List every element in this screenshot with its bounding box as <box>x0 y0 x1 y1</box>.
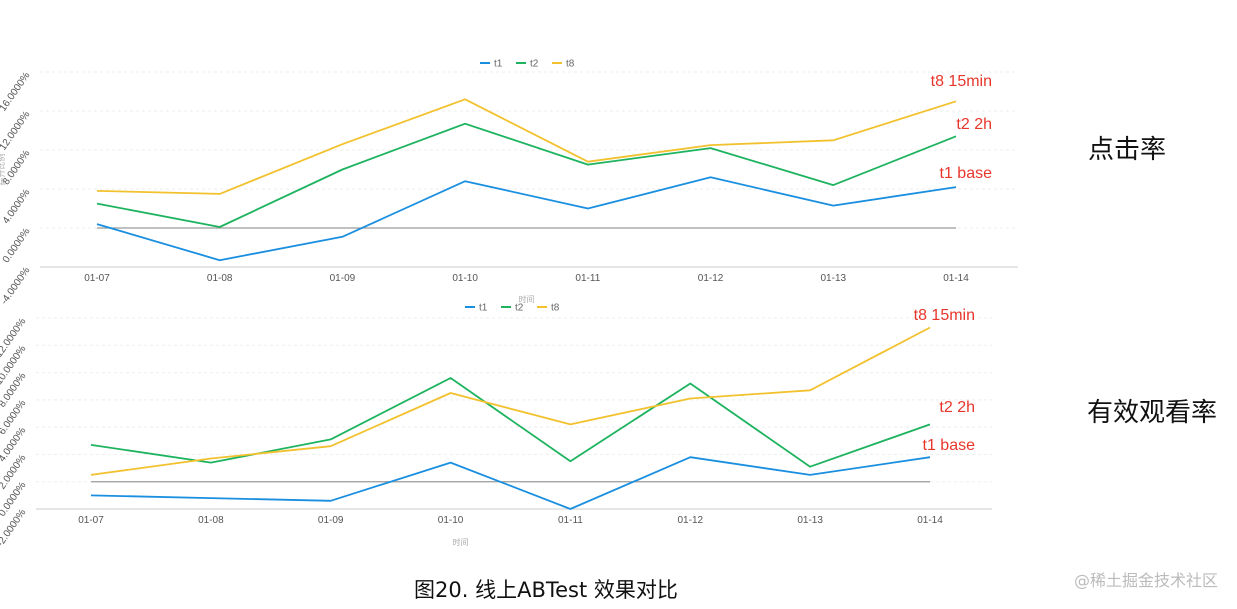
series-line-t8 <box>90 326 931 476</box>
click-rate-annotations: t1 base t2 2h t8 15min <box>931 73 992 182</box>
watermark: @稀土掘金技术社区 <box>1074 571 1218 590</box>
annotation-t1: t1 base <box>940 165 993 182</box>
annotation-t8: t8 15min <box>931 73 992 90</box>
x-tick-label: 01-12 <box>698 273 724 284</box>
x-tick-label: 01-14 <box>917 515 943 526</box>
valid-view-rate-annotations: t1 base t2 2h t8 15min <box>914 307 975 454</box>
x-axis-title: 时间 <box>453 537 469 547</box>
annotation-t1: t1 base <box>923 437 976 454</box>
valid-view-rate-axes: -2.0000%0.0000%2.0000%4.0000%6.0000%8.00… <box>0 316 943 548</box>
x-tick-label: 01-07 <box>84 273 110 284</box>
series-line-t2 <box>90 377 931 468</box>
legend-label-t1: t1 <box>494 59 503 70</box>
x-tick-label: 01-10 <box>438 515 464 526</box>
y-axis-title: 提升比例 <box>0 154 6 186</box>
legend-label-t8: t8 <box>551 303 560 314</box>
legend-label-t2: t2 <box>515 303 524 314</box>
valid-view-rate-side-label: 有效观看率 <box>1087 398 1217 428</box>
click-rate-series <box>96 98 957 262</box>
valid-view-rate-chart: -2.0000%0.0000%2.0000%4.0000%6.0000%8.00… <box>0 303 992 549</box>
valid-view-rate-legend: t1 t2 t8 <box>465 303 560 314</box>
x-tick-label: 01-10 <box>452 273 478 284</box>
y-tick-label: -4.0000% <box>0 265 33 306</box>
x-tick-label: 01-14 <box>943 273 969 284</box>
x-tick-label: 01-11 <box>575 273 600 284</box>
x-tick-label: 01-08 <box>198 515 224 526</box>
valid-view-rate-gridlines <box>36 317 992 510</box>
series-line-t2 <box>96 122 957 228</box>
series-line-t1 <box>96 176 957 262</box>
legend-label-t8: t8 <box>566 59 575 70</box>
valid-view-rate-series <box>90 326 931 510</box>
series-line-t1 <box>90 456 931 510</box>
annotation-t2: t2 2h <box>956 116 992 133</box>
x-tick-label: 01-09 <box>318 515 344 526</box>
legend-label-t1: t1 <box>479 303 488 314</box>
annotation-t8: t8 15min <box>914 307 975 324</box>
x-axis-title: 时间 <box>519 294 535 304</box>
legend-label-t2: t2 <box>530 59 539 70</box>
annotation-t2: t2 2h <box>939 399 975 416</box>
x-tick-label: 01-13 <box>797 515 823 526</box>
series-line-t8 <box>96 98 957 195</box>
y-tick-label: 0.0000% <box>1 226 33 265</box>
y-tick-label: 16.0000% <box>0 70 33 113</box>
x-tick-label: 01-13 <box>820 273 846 284</box>
y-tick-label: 12.0000% <box>0 109 33 152</box>
x-tick-label: 01-09 <box>330 273 356 284</box>
figure-caption: 图20. 线上ABTest 效果对比 <box>414 578 678 602</box>
x-tick-label: 01-08 <box>207 273 233 284</box>
x-tick-label: 01-07 <box>78 515 104 526</box>
x-tick-label: 01-12 <box>677 515 703 526</box>
x-tick-label: 01-11 <box>558 515 583 526</box>
click-rate-chart: -4.0000%0.0000%4.0000%8.0000%12.0000%16.… <box>0 59 1018 307</box>
y-tick-label: 4.0000% <box>1 187 33 226</box>
click-rate-legend: t1 t2 t8 <box>480 59 575 70</box>
click-rate-side-label: 点击率 <box>1088 135 1166 165</box>
